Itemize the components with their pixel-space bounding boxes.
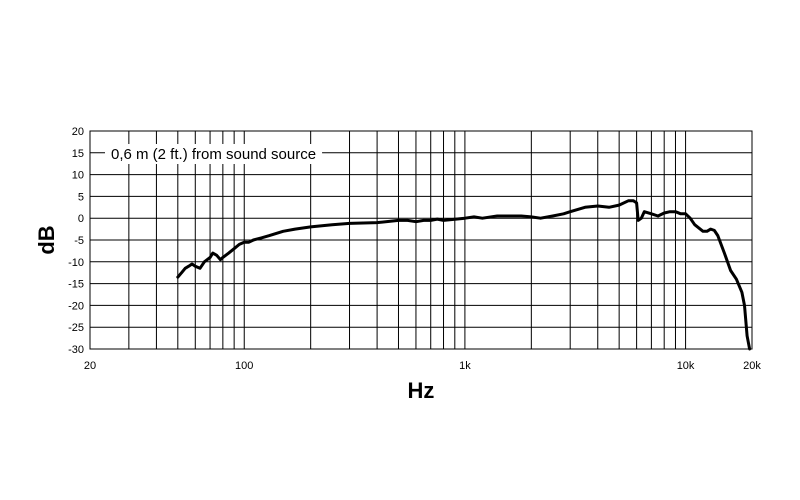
y-tick-label: -15 — [68, 279, 84, 291]
y-tick-label: -25 — [68, 322, 84, 334]
annotation-label: 0,6 m (2 ft.) from sound source — [111, 146, 316, 163]
x-tick-labels: 20 100 1k 10k 20k — [84, 360, 761, 372]
x-axis-title: Hz — [408, 378, 435, 403]
y-tick-label: -30 — [68, 344, 84, 356]
y-tick-labels: 20 15 10 5 0 -5 -10 -15 -20 -25 -30 — [68, 126, 84, 356]
y-tick-label: -5 — [74, 235, 84, 247]
y-tick-label: 20 — [72, 126, 84, 138]
annotation-background — [105, 144, 323, 164]
x-tick-label: 100 — [235, 360, 253, 372]
x-tick-label: 20k — [743, 360, 761, 372]
y-tick-label: 15 — [72, 148, 84, 160]
x-tick-label: 10k — [677, 360, 695, 372]
plot-frame — [89, 130, 753, 350]
x-tick-label: 20 — [84, 360, 96, 372]
y-axis-title: dB — [34, 225, 59, 254]
y-tick-label: 10 — [72, 170, 84, 182]
x-tick-label: 1k — [459, 360, 471, 372]
response-curve — [176, 199, 752, 351]
y-tick-label: 5 — [78, 191, 84, 203]
y-tick-label: -10 — [68, 257, 84, 269]
y-tick-label: -20 — [68, 300, 84, 312]
y-tick-label: 0 — [78, 213, 84, 225]
